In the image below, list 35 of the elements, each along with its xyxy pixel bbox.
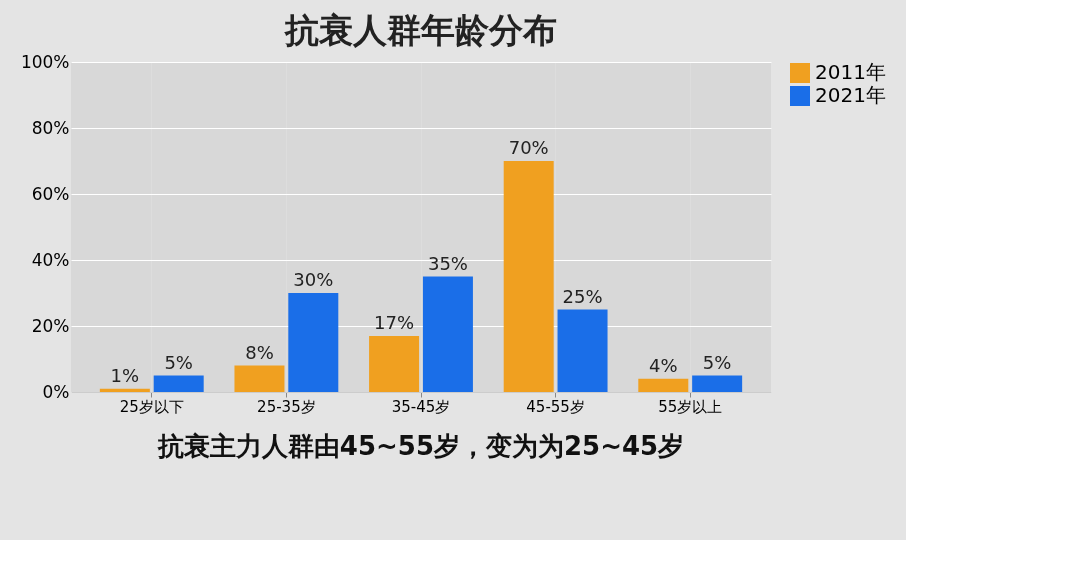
bar <box>692 375 743 392</box>
legend-label: 2011年 <box>815 60 886 84</box>
data-label: 8% <box>245 341 274 363</box>
x-tick-label: 55岁以上 <box>658 397 723 416</box>
data-label: 25% <box>562 285 603 307</box>
x-tick-label: 35-45岁 <box>391 397 451 416</box>
data-label: 35% <box>427 252 468 274</box>
bar <box>503 161 554 392</box>
bar <box>638 378 689 392</box>
x-tick-label: 25-35岁 <box>257 397 316 416</box>
data-label: 1% <box>110 364 140 386</box>
y-tick-label: 0% <box>42 381 70 402</box>
bar <box>234 365 285 392</box>
y-tick-label: 60% <box>31 183 70 204</box>
chart-title: 抗衰人群年龄分布 <box>284 10 557 50</box>
bar <box>422 276 473 392</box>
bar <box>288 293 339 392</box>
x-tick-label: 25岁以下 <box>119 397 184 416</box>
data-label: 30% <box>293 269 334 290</box>
legend-label: 2021年 <box>815 83 886 107</box>
data-label: 5% <box>702 351 732 373</box>
y-tick-label: 20% <box>31 315 70 336</box>
data-label: 17% <box>374 311 415 333</box>
x-tick-label: 45-55岁 <box>526 397 585 416</box>
y-tick-label: 80% <box>31 117 70 138</box>
bar <box>153 375 204 392</box>
text: 抗衰主力人群由45~55岁，变为为25~45岁 <box>156 431 685 461</box>
data-label: 5% <box>164 351 193 373</box>
bar <box>99 388 150 392</box>
data-label: 4% <box>649 354 678 376</box>
bar <box>557 309 608 392</box>
bar <box>369 335 420 392</box>
y-tick-label: 100% <box>20 51 70 72</box>
y-tick-label: 40% <box>31 249 70 270</box>
data-label: 70% <box>508 137 549 158</box>
